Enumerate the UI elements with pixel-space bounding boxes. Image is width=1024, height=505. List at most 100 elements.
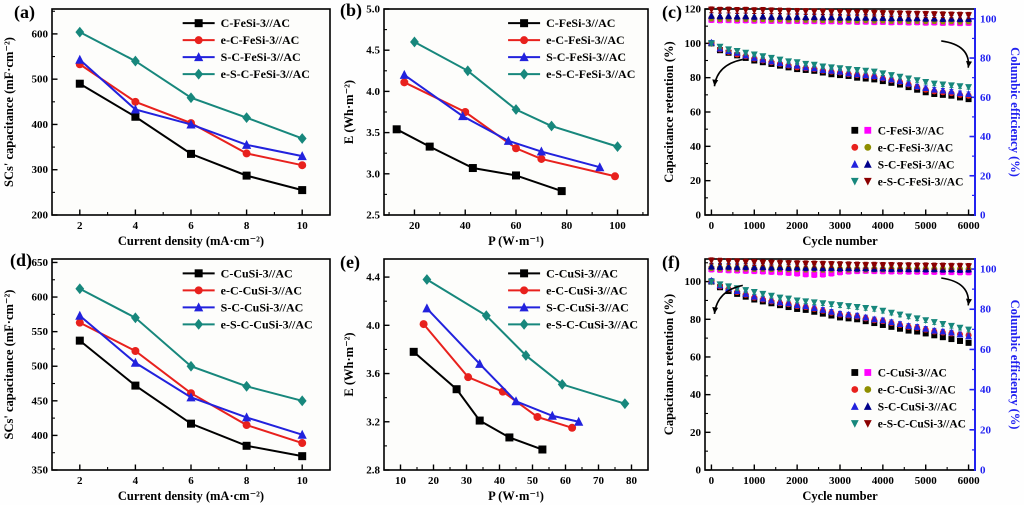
svg-text:E (Wh·m⁻²): E (Wh·m⁻²) (342, 332, 356, 396)
svg-text:3.2: 3.2 (366, 416, 380, 428)
panel-b: (b) 20 40 60 80 100 2.5 3.0 3.5 4.0 4.5 5.0 P (W·m⁻… (340, 0, 660, 250)
svg-text:SCs' capacitance (mF·cm⁻²): SCs' capacitance (mF·cm⁻²) (2, 37, 16, 187)
panel-c: (c) 0 1000 2000 3000 4000 5000 6000 0 20 40 60 80 10… (660, 0, 1024, 250)
svg-text:S-C-FeSi-3//AC: S-C-FeSi-3//AC (878, 159, 955, 171)
svg-text:C-CuSi-3//AC: C-CuSi-3//AC (878, 368, 947, 380)
svg-text:C-FeSi-3//AC: C-FeSi-3//AC (546, 16, 615, 30)
svg-text:S-C-FeSi-3//AC: S-C-FeSi-3//AC (221, 50, 301, 64)
svg-text:200: 200 (32, 210, 49, 222)
panel-e-label: (e) (340, 252, 360, 272)
svg-text:e-S-C-CuSi-3//AC: e-S-C-CuSi-3//AC (546, 317, 638, 331)
svg-text:Capacitance retention (%): Capacitance retention (%) (662, 294, 676, 435)
svg-text:6: 6 (188, 475, 194, 487)
svg-text:2: 2 (77, 475, 83, 487)
svg-text:20: 20 (690, 427, 702, 439)
svg-text:500: 500 (32, 74, 49, 86)
svg-text:10: 10 (297, 220, 309, 232)
panel-a: (a) 2 4 6 8 10 200 300 400 500 600 Current density… (0, 0, 340, 250)
svg-text:40: 40 (690, 141, 702, 153)
svg-text:8: 8 (244, 220, 250, 232)
svg-text:E (Wh·m⁻²): E (Wh·m⁻²) (342, 80, 356, 144)
svg-text:500: 500 (32, 361, 49, 373)
svg-text:100: 100 (980, 13, 997, 25)
svg-text:8: 8 (244, 475, 250, 487)
svg-text:S-C-FeSi-3//AC: S-C-FeSi-3//AC (546, 50, 626, 64)
svg-text:0: 0 (709, 475, 715, 487)
svg-text:100: 100 (685, 38, 702, 50)
panel-a-label: (a) (14, 2, 35, 22)
svg-text:20: 20 (409, 220, 421, 232)
panel-c-label: (c) (662, 2, 682, 22)
chart-e-ragone-cusi: 10 20 30 40 50 60 70 80 2.8 3.2 3.6 4.0 4.4 P (W·m⁻¹)… (342, 258, 649, 503)
svg-text:50: 50 (527, 475, 539, 487)
svg-text:e-S-C-CuSi-3//AC: e-S-C-CuSi-3//AC (878, 419, 966, 431)
svg-text:C-CuSi-3//AC: C-CuSi-3//AC (221, 266, 293, 280)
svg-text:600: 600 (32, 292, 49, 304)
svg-text:400: 400 (32, 119, 49, 131)
svg-text:40: 40 (980, 384, 992, 396)
svg-text:80: 80 (561, 220, 573, 232)
svg-text:e-C-CuSi-3//AC: e-C-CuSi-3//AC (878, 385, 956, 397)
svg-text:70: 70 (593, 475, 605, 487)
svg-text:e-C-FeSi-3//AC: e-C-FeSi-3//AC (221, 33, 300, 47)
svg-text:4.4: 4.4 (366, 272, 380, 284)
svg-text:SCs' capacitance (mF·cm⁻²): SCs' capacitance (mF·cm⁻²) (2, 290, 16, 440)
svg-text:2000: 2000 (786, 475, 809, 487)
svg-text:20: 20 (690, 175, 702, 187)
svg-text:40: 40 (460, 220, 472, 232)
svg-text:2.5: 2.5 (366, 210, 380, 222)
svg-text:4.5: 4.5 (366, 45, 380, 57)
svg-text:Cycle number: Cycle number (802, 234, 878, 248)
svg-text:5.0: 5.0 (366, 4, 380, 16)
svg-text:100: 100 (685, 276, 702, 288)
svg-text:Current density (mA·cm⁻²): Current density (mA·cm⁻²) (118, 489, 264, 503)
panel-d: (d) 2 4 6 8 10 350 400 450 500 550 600 650 Current d… (0, 250, 340, 505)
svg-text:600: 600 (32, 28, 49, 40)
svg-text:80: 80 (980, 53, 992, 65)
svg-text:Current density (mA·cm⁻²): Current density (mA·cm⁻²) (118, 234, 264, 248)
svg-text:80: 80 (690, 314, 702, 326)
svg-text:60: 60 (690, 351, 702, 363)
chart-c-cycling-fesi: 0 1000 2000 3000 4000 5000 6000020406080100120… (662, 4, 1022, 249)
svg-text:P (W·m⁻¹): P (W·m⁻¹) (488, 234, 544, 248)
panel-b-label: (b) (340, 0, 362, 20)
svg-text:C-CuSi-3//AC: C-CuSi-3//AC (546, 266, 618, 280)
panel-f: (f) 0 1000 2000 3000 4000 5000 6000 0 20 40 60 80 10… (660, 250, 1024, 505)
svg-text:60: 60 (560, 475, 572, 487)
svg-text:80: 80 (690, 72, 702, 84)
svg-text:e-S-C-FeSi-3//AC: e-S-C-FeSi-3//AC (878, 176, 964, 188)
svg-text:5000: 5000 (915, 475, 938, 487)
svg-text:C-FeSi-3//AC: C-FeSi-3//AC (878, 125, 944, 137)
svg-text:0: 0 (709, 220, 715, 232)
svg-text:400: 400 (32, 430, 49, 442)
panel-f-label: (f) (662, 252, 680, 272)
svg-text:20: 20 (980, 170, 992, 182)
svg-text:4: 4 (133, 220, 139, 232)
svg-text:450: 450 (32, 395, 49, 407)
svg-text:5000: 5000 (915, 220, 938, 232)
panel-e: (e) 10 20 30 40 50 60 70 80 2.8 3.2 3.6 4.0 4.4 P (W·… (340, 250, 660, 505)
svg-text:100: 100 (609, 220, 626, 232)
svg-text:S-C-CuSi-3//AC: S-C-CuSi-3//AC (221, 300, 304, 314)
svg-text:1000: 1000 (743, 475, 766, 487)
svg-text:60: 60 (511, 220, 523, 232)
svg-text:4.0: 4.0 (366, 86, 380, 98)
chart-a-capacitance-vs-current-fesi: 2 4 6 8 10 200 300 400 500 600 Current density (mA… (2, 8, 331, 248)
svg-text:20: 20 (428, 475, 440, 487)
svg-text:2000: 2000 (786, 220, 809, 232)
svg-text:6000: 6000 (958, 220, 981, 232)
svg-text:Columbic efficiency (%): Columbic efficiency (%) (1008, 300, 1022, 430)
svg-text:0: 0 (696, 465, 702, 477)
chart-f-cycling-cusi: 0 1000 2000 3000 4000 5000 6000020406080100020… (662, 257, 1022, 503)
svg-text:550: 550 (32, 326, 49, 338)
svg-text:60: 60 (690, 107, 702, 119)
svg-text:e-C-FeSi-3//AC: e-C-FeSi-3//AC (878, 142, 953, 154)
svg-text:40: 40 (494, 475, 506, 487)
svg-text:20: 20 (980, 424, 992, 436)
svg-text:0: 0 (696, 210, 702, 222)
svg-text:3.6: 3.6 (366, 368, 380, 380)
svg-text:80: 80 (626, 475, 638, 487)
svg-text:30: 30 (461, 475, 473, 487)
svg-text:e-S-C-CuSi-3//AC: e-S-C-CuSi-3//AC (221, 317, 313, 331)
svg-text:40: 40 (980, 131, 992, 143)
